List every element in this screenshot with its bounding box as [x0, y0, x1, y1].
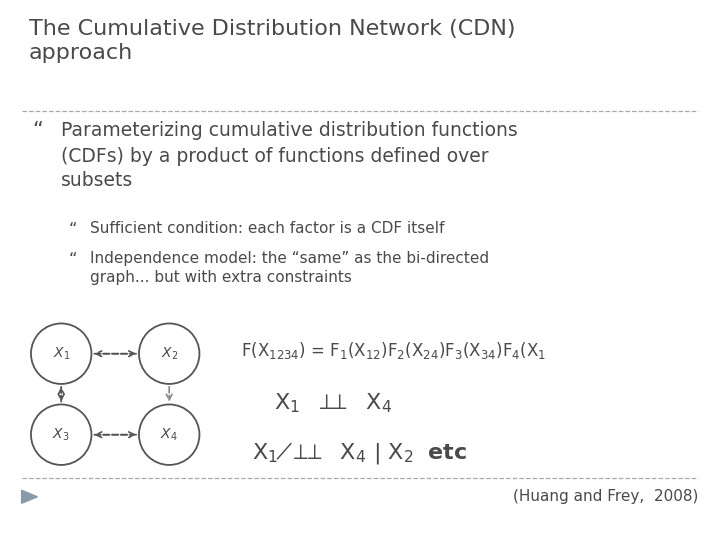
Text: Parameterizing cumulative distribution functions
(CDFs) by a product of function: Parameterizing cumulative distribution f…: [61, 122, 518, 191]
Text: X$_1$  $\not\!\perp\!\!\!\perp$  X$_4$ | X$_2$  $\mathbf{etc}$: X$_1$ $\not\!\perp\!\!\!\perp$ X$_4$ | X…: [252, 440, 467, 466]
Text: $X_4$: $X_4$: [161, 427, 178, 443]
Text: Independence model: the “same” as the bi-directed
graph... but with extra constr: Independence model: the “same” as the bi…: [90, 251, 489, 285]
Text: (Huang and Frey,  2008): (Huang and Frey, 2008): [513, 489, 698, 504]
Text: “: “: [68, 251, 77, 269]
Text: “: “: [32, 122, 43, 141]
Text: X$_1$  $\perp\!\!\!\perp$  X$_4$: X$_1$ $\perp\!\!\!\perp$ X$_4$: [274, 392, 392, 415]
Text: $X_3$: $X_3$: [53, 427, 70, 443]
Text: F(X$_{1234}$) = F$_1$(X$_{12}$)F$_2$(X$_{24}$)F$_3$(X$_{34}$)F$_4$(X$_1$: F(X$_{1234}$) = F$_1$(X$_{12}$)F$_2$(X$_…: [241, 340, 546, 361]
Text: The Cumulative Distribution Network (CDN)
approach: The Cumulative Distribution Network (CDN…: [29, 19, 516, 63]
Ellipse shape: [139, 323, 199, 384]
Text: $X_2$: $X_2$: [161, 346, 178, 362]
Ellipse shape: [31, 323, 91, 384]
Ellipse shape: [31, 404, 91, 465]
Polygon shape: [22, 490, 37, 503]
Text: $X_1$: $X_1$: [53, 346, 70, 362]
Ellipse shape: [139, 404, 199, 465]
Text: “: “: [68, 221, 77, 239]
Text: Sufficient condition: each factor is a CDF itself: Sufficient condition: each factor is a C…: [90, 221, 444, 237]
